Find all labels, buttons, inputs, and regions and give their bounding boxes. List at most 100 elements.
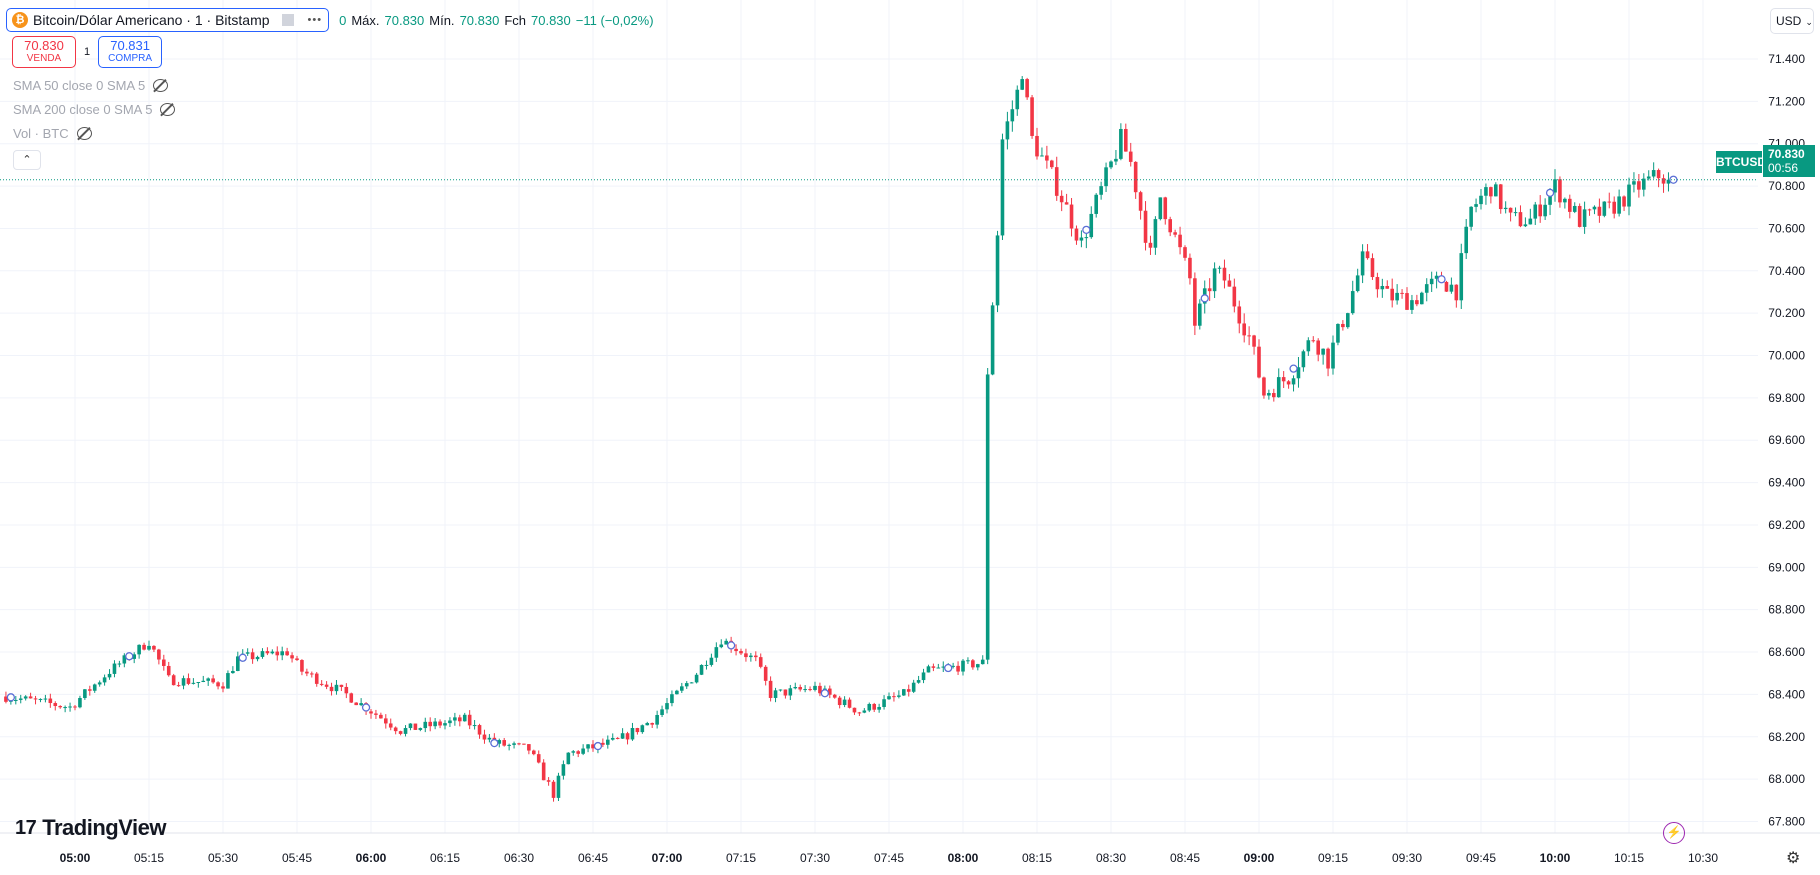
candle-body (448, 720, 452, 724)
candle-body (369, 711, 373, 714)
candle-body (1622, 196, 1626, 207)
candle-body (1612, 201, 1616, 214)
candle-body (778, 689, 783, 691)
lightning-icon[interactable]: ⚡ (1663, 822, 1685, 844)
candle-body (1227, 280, 1232, 287)
candle-body (990, 305, 995, 375)
candle-body (1326, 348, 1330, 369)
candle-body (1666, 179, 1671, 184)
candle-body (1484, 187, 1488, 196)
candle-body (280, 651, 284, 656)
candle-body (78, 698, 82, 708)
price-tick: 69.600 (1768, 433, 1805, 447)
time-tick: 07:30 (800, 851, 830, 865)
candle-body (379, 714, 383, 719)
candle-body (53, 703, 58, 707)
candle-body (122, 655, 127, 664)
candle-body (1538, 204, 1542, 217)
candle-body (413, 723, 418, 730)
buy-button[interactable]: 70.831 COMPRA (98, 36, 163, 68)
hidden-eye-icon[interactable] (160, 103, 176, 116)
candle-body (1153, 219, 1158, 248)
candle-body (793, 686, 798, 689)
candle-body (1582, 209, 1587, 227)
candle-body (610, 737, 615, 740)
tradingview-logo[interactable]: 17 TradingView (15, 815, 166, 841)
candle-body (107, 673, 112, 678)
price-tick: 69.000 (1768, 560, 1805, 574)
candle-body (719, 644, 724, 648)
candle-body (458, 717, 462, 722)
time-tick: 09:45 (1466, 851, 1496, 865)
indicator-sma200[interactable]: SMA 200 close 0 SMA 5 (13, 102, 176, 117)
flag-icon[interactable] (281, 14, 294, 26)
candle-body (112, 663, 117, 674)
candle-body (758, 657, 763, 667)
candle-body (665, 703, 669, 710)
candle-body (1528, 218, 1533, 225)
hidden-eye-icon[interactable] (76, 127, 92, 140)
time-tick: 10:00 (1540, 851, 1571, 865)
event-marker (1669, 175, 1678, 184)
candle-body (1494, 184, 1498, 197)
candle-body (374, 713, 378, 715)
candle-body (201, 680, 206, 682)
candle-body (517, 743, 521, 745)
candle-body (1074, 228, 1079, 241)
sell-button[interactable]: 70.830 VENDA (12, 36, 76, 68)
time-tick: 07:00 (652, 851, 683, 865)
indicator-volume[interactable]: Vol · BTC (13, 126, 92, 141)
candle-body (916, 680, 921, 683)
candle-body (1617, 196, 1621, 214)
time-tick: 06:00 (356, 851, 387, 865)
candle-body (1237, 306, 1242, 324)
indicator-sma50[interactable]: SMA 50 close 0 SMA 5 (13, 78, 169, 93)
candle-body (852, 707, 857, 713)
candle-body (1143, 210, 1148, 243)
collapse-legend-button[interactable]: ⌃ (13, 150, 41, 170)
candle-body (956, 665, 960, 672)
candle-body (512, 743, 516, 745)
price-tick: 69.200 (1768, 518, 1805, 532)
symbol-selector[interactable]: ₿ Bitcoin/Dólar Americano · 1 · Bitstamp… (6, 8, 330, 32)
candle-body (754, 655, 758, 658)
open-value: 0 (339, 12, 347, 28)
time-tick: 05:45 (282, 851, 312, 865)
candle-body (83, 689, 87, 699)
candle-body (384, 718, 388, 724)
candle-body (847, 699, 852, 708)
candle-body (359, 703, 363, 706)
price-tick: 68.800 (1768, 603, 1805, 617)
candle-body (813, 685, 817, 690)
candle-body (334, 684, 339, 692)
candle-body (14, 699, 18, 701)
candle-body (892, 696, 896, 698)
candle-body (1543, 204, 1547, 217)
candle-body (931, 666, 936, 668)
candle-body (1548, 192, 1552, 205)
time-tick: 06:45 (578, 851, 608, 865)
candle-body (1558, 179, 1562, 203)
candle-body (58, 706, 62, 708)
candle-body (1597, 206, 1602, 216)
candle-body (1420, 292, 1424, 305)
symbol-price-tag: BTCUSD (1716, 151, 1766, 173)
hidden-eye-icon[interactable] (153, 79, 169, 92)
candle-body (472, 725, 477, 727)
candle-body (23, 696, 28, 699)
more-icon[interactable]: ••• (307, 14, 323, 26)
candle-body (837, 697, 842, 706)
settings-gear-icon[interactable]: ⚙ (1786, 850, 1801, 867)
price-tick: 71.200 (1768, 94, 1805, 108)
candle-body (911, 682, 916, 692)
buy-label: COMPRA (108, 53, 153, 64)
candle-body (319, 683, 324, 685)
currency-selector[interactable]: USD ⌄ (1770, 8, 1814, 34)
candle-body (152, 645, 156, 650)
candle-body (1637, 181, 1641, 190)
buy-price: 70.831 (110, 38, 150, 53)
candle-body (1577, 205, 1582, 227)
candle-body (976, 664, 980, 668)
candle-body (724, 640, 728, 645)
